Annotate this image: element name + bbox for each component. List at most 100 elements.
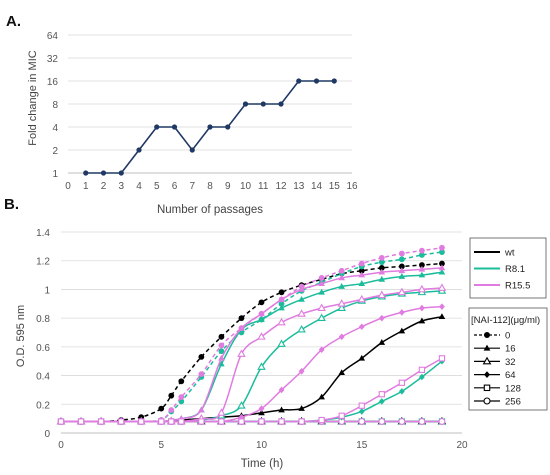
panel-a-y-tick-label: 1 [52,169,58,180]
panel-b-data-point [218,333,225,340]
panel-a-data-point [207,124,213,130]
legend-concentrations-title: [NAI-112](μg/ml) [471,315,540,326]
panel-a-data-point [278,101,284,107]
panel-b-data-point [358,271,366,278]
panel-a-data-point [189,147,195,153]
legend-concentration-label: 0 [505,331,510,342]
panel-a-x-tick-label: 10 [240,181,252,192]
panel-b-data-point [237,401,246,409]
panel-b-data-point [277,339,286,347]
panel-b-data-point [278,406,285,413]
panel-a-y-tick-label: 4 [52,123,58,134]
panel-b-data-point [258,405,265,412]
panel-a-data-point [136,147,142,153]
panel-b-y-tick-label: 0.8 [36,314,50,325]
panel-b-data-point [439,249,445,256]
panel-b-data-point [418,265,426,272]
panel-b-series-line [61,357,443,423]
panel-b-data-point [237,349,246,357]
panel-a-x-tick-label: 7 [189,181,195,192]
panel-b-data-point [57,418,65,425]
panel-b-data-point [418,366,426,373]
panel-b-data-point [318,288,325,295]
panel-b-data-point [258,299,265,306]
legend-strains-box [469,237,547,299]
panel-b-data-point [198,354,205,360]
panel-b-data-point [198,418,205,425]
panel-b-data-point [357,294,366,303]
panel-b-x-tick-label: 5 [158,440,164,451]
panel-b-x-tick-label: 15 [356,440,368,451]
panel-b-data-point [257,332,266,340]
panel-b-data-point [258,310,265,317]
panel-b-data-point [298,405,305,411]
panel-b-data-point [317,303,326,311]
panel-b-data-point [438,268,446,275]
panel-b-data-point [168,392,175,399]
panel-b-data-point [158,418,165,425]
panel-b-data-point [398,256,405,263]
panel-b-data-point [378,314,385,322]
panel-a-label: A. [6,13,21,30]
panel-b-data-point [417,284,427,293]
panel-b-data-point [398,388,405,395]
panel-b-data-point [318,346,325,354]
panel-b-y-tick-label: 1.2 [36,257,50,268]
panel-b-data-point [438,418,446,425]
panel-a-y-tick-label: 16 [47,77,59,88]
legend-concentration-marker [483,397,491,405]
legend-strains: wt R8.1 R15.5 [469,237,547,299]
panel-b-data-point [378,391,385,398]
panel-b-data-point [158,405,165,412]
panel-b-data-point [337,303,346,311]
panel-b-data-point [198,406,205,413]
panel-b-data-point [218,360,225,367]
panel-b-data-point [418,271,426,278]
panel-b-data-point [378,254,385,261]
panel-a-x-tick-label: 14 [311,181,323,192]
panel-b-data-point [258,409,265,416]
panel-b-y-tick-label: 1.4 [36,228,50,239]
panel-b-data-point [438,355,446,362]
panel-b-data-point [358,260,365,267]
panel-a-gridlines [68,34,352,174]
panel-a-x-axis-label: Number of passages [157,204,263,216]
panel-b-data-point [438,264,446,271]
panel-b-data-point [378,259,385,266]
panel-a-x-tick-label: 5 [154,181,160,192]
panel-a-x-tick-label: 11 [258,181,269,192]
panel-b-data-point [398,273,406,279]
panel-a-data-point [260,101,266,107]
panel-a-x-tick-label: 13 [293,181,305,192]
panel-b-data-point [437,283,447,291]
panel-b-data-point [377,290,387,299]
panel-b-data-point [378,398,385,405]
panel-b-data-point [278,304,285,311]
panel-b-data-point [358,408,365,415]
panel-a-y-tick-label: 2 [52,146,58,157]
legend-strain-label: R15.5 [505,281,530,292]
panel-b-data-point [358,402,365,409]
panel-b-data-point [358,418,366,425]
panel-b-data-point [238,418,245,425]
panel-b-data-point [258,316,265,322]
panel-b-data-point [168,407,175,413]
panel-b-data-point [278,386,285,394]
panel-b-data-point [298,418,305,425]
panel-a-data-point [100,170,107,176]
panel-b-data-point [178,394,185,401]
panel-b-data-point [338,369,345,376]
panel-b-data-point [419,262,425,268]
panel-b-y-axis-label: O.D. 595 nm [15,305,27,367]
panel-a-data-point [83,170,89,176]
panel-b-data-point [398,418,406,425]
legend-concentration-label: 64 [505,370,516,381]
legend-concentrations-box [468,307,548,411]
panel-a-x-tick-label: 0 [65,181,71,192]
panel-b-data-point [338,267,345,274]
panel-a-y-tick-label: 64 [47,31,59,42]
panel-b-gridlines [61,231,462,405]
panel-b-series [56,244,447,425]
legend-concentration-marker [482,356,492,365]
